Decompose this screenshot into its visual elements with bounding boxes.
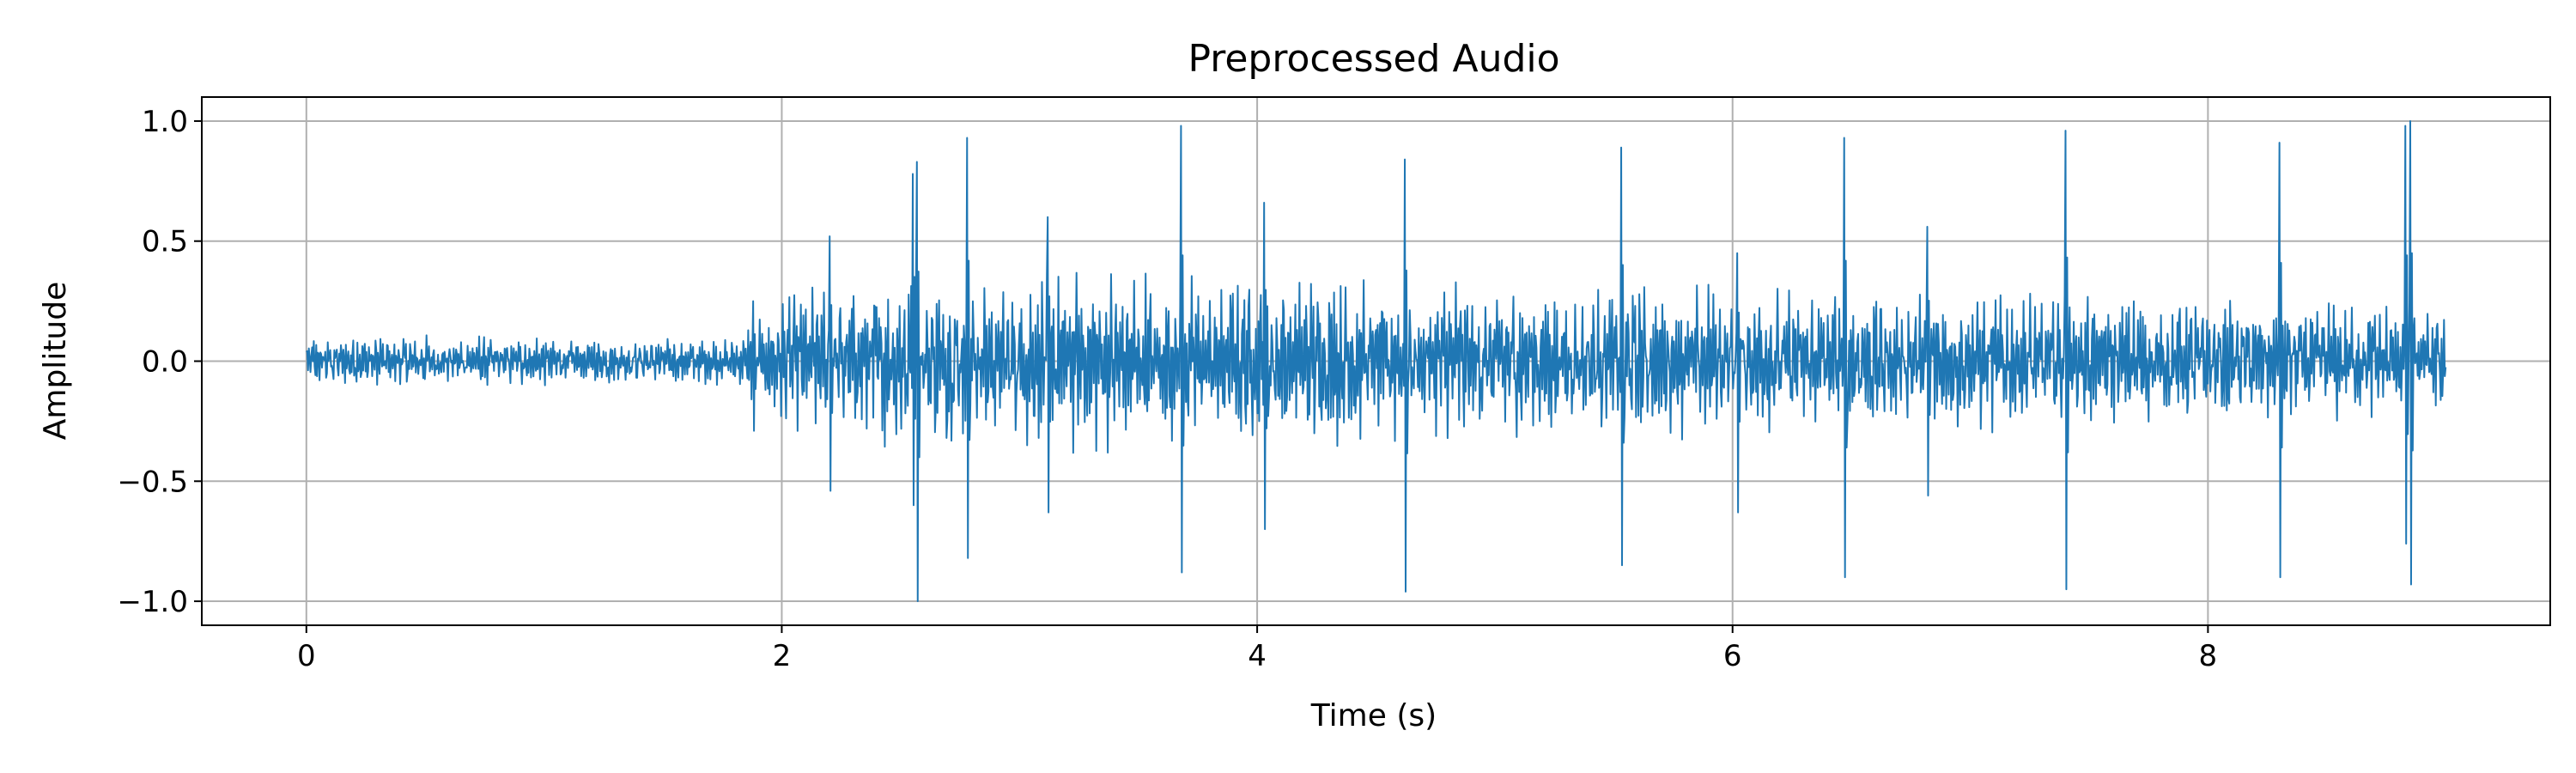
x-tick-label: 8 bbox=[2199, 639, 2218, 673]
x-tick-label: 0 bbox=[297, 639, 316, 673]
y-tick-label: 0.5 bbox=[142, 225, 188, 259]
y-axis-label: Amplitude bbox=[38, 282, 73, 440]
x-tick-label: 2 bbox=[773, 639, 792, 673]
y-tick-label: −0.5 bbox=[117, 465, 188, 499]
y-tick-label: 0.0 bbox=[142, 345, 188, 380]
chart-title: Preprocessed Audio bbox=[1188, 37, 1559, 81]
y-tick-label: 1.0 bbox=[142, 105, 188, 139]
axis-ticks: 0 2 4 6 8 1.0 0.5 0.0 −0.5 −1.0 bbox=[117, 105, 2217, 673]
x-tick-label: 4 bbox=[1248, 639, 1267, 673]
waveform-line bbox=[306, 119, 2447, 603]
x-tick-label: 6 bbox=[1723, 639, 1742, 673]
y-tick-label: −1.0 bbox=[117, 585, 188, 619]
x-axis-label: Time (s) bbox=[1310, 698, 1437, 733]
plot-area bbox=[306, 119, 2447, 603]
